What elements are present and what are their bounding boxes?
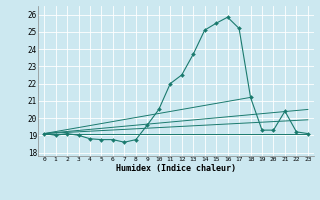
X-axis label: Humidex (Indice chaleur): Humidex (Indice chaleur) [116, 164, 236, 173]
